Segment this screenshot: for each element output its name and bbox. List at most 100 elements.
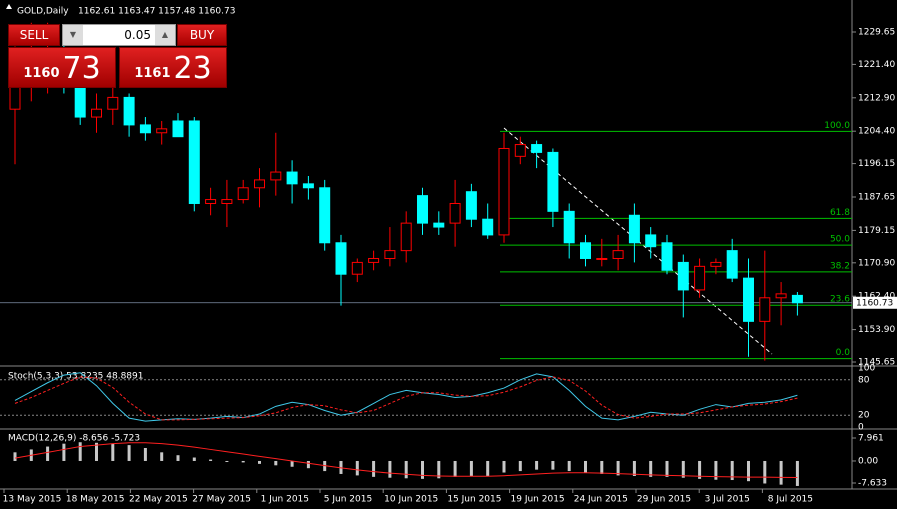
macd-bar	[127, 445, 131, 461]
lot-up[interactable]: ▲	[155, 25, 175, 45]
fibo-label: 61.8	[830, 208, 850, 218]
candle-body	[710, 261, 722, 267]
macd-bar	[274, 460, 278, 466]
x-tick-label: 29 Jun 2015	[637, 495, 691, 505]
macd-bar	[779, 460, 783, 485]
y-tick-label: 1153.90	[858, 325, 895, 335]
macd-bar	[535, 460, 539, 470]
macd-title: MACD(12,26,9) -8.656 -5.723	[8, 434, 140, 444]
macd-bar	[698, 460, 702, 479]
macd-bar	[486, 460, 490, 476]
macd-tick-label: 7.961	[858, 434, 884, 444]
macd-bar	[160, 452, 164, 461]
macd-bar	[616, 460, 620, 476]
x-tick-label: 27 May 2015	[192, 495, 251, 505]
macd-bar	[502, 460, 506, 473]
sell-button[interactable]: SELL	[8, 24, 60, 46]
macd-bar	[192, 457, 196, 461]
macd-bar	[714, 460, 718, 480]
macd-bar	[584, 460, 587, 473]
macd-bar	[355, 460, 359, 476]
buy-button[interactable]: BUY	[177, 24, 227, 46]
macd-tick-label: -7.633	[858, 479, 887, 489]
candle-body	[612, 250, 624, 259]
candle-body	[531, 144, 543, 153]
macd-tick-label: 0.00	[858, 456, 878, 466]
macd-bar	[225, 460, 229, 462]
macd-bar	[469, 460, 473, 476]
stoch-tick-label: 80	[858, 375, 870, 385]
ask-pips: 23	[173, 51, 212, 86]
macd-bar	[78, 442, 82, 461]
candle-body	[335, 242, 347, 275]
candle-body	[237, 187, 249, 201]
bid-pips: 73	[62, 51, 101, 86]
candle-body	[645, 234, 657, 248]
candle-body	[172, 120, 184, 138]
y-tick-label: 1187.65	[858, 193, 895, 203]
macd-bar	[795, 460, 799, 486]
candle-body	[107, 96, 119, 110]
stoch-title: Stoch(5,3,3) 53.8235 48.8891	[8, 372, 143, 382]
candle-body	[514, 144, 526, 157]
candle-body	[156, 128, 168, 134]
candle-body	[254, 179, 265, 189]
candle-body	[596, 257, 608, 260]
fibo-label: 38.2	[830, 261, 850, 271]
macd-bar	[388, 460, 392, 478]
candle-body	[91, 108, 102, 118]
candle-body	[726, 250, 738, 279]
candle-body	[139, 124, 151, 134]
macd-bar	[518, 460, 522, 472]
collapse-icon	[6, 4, 12, 9]
candle-body	[465, 191, 477, 220]
x-tick-label: 3 Jul 2015	[705, 495, 750, 505]
macd-bar	[437, 460, 441, 479]
y-tick-label: 1229.65	[858, 27, 895, 37]
candle-body	[580, 242, 591, 259]
macd-bar	[209, 459, 213, 461]
candle-body	[661, 242, 673, 271]
lot-field[interactable]: ▼ 0.05 ▲	[62, 24, 176, 46]
ask-price[interactable]: 1161 23	[119, 47, 227, 88]
stoch-signal-line	[14, 376, 798, 421]
lot-value: 0.05	[124, 28, 151, 42]
macd-bar	[290, 460, 294, 467]
macd-bar	[649, 460, 653, 477]
candle-body	[368, 257, 380, 263]
last-price-box	[853, 296, 897, 309]
x-tick-label: 15 Jun 2015	[447, 495, 501, 505]
macd-bar	[143, 447, 147, 461]
candle-body	[563, 210, 575, 244]
stoch-tick-label: 20	[858, 411, 870, 421]
candle-body	[123, 96, 135, 126]
y-tick-label: 1162.40	[858, 292, 895, 302]
y-tick-label: 1196.15	[858, 159, 895, 169]
candle-body	[384, 250, 396, 259]
x-tick-label: 24 Jun 2015	[574, 495, 628, 505]
x-tick-label: 1 Jun 2015	[261, 495, 309, 505]
candle-body	[791, 294, 803, 304]
lot-down[interactable]: ▼	[63, 25, 83, 45]
candle-body	[270, 171, 282, 181]
fibo-label: 0.0	[836, 348, 851, 358]
x-tick-label: 10 Jun 2015	[384, 495, 438, 505]
macd-bar	[551, 460, 555, 470]
y-tick-label: 1204.40	[858, 127, 895, 137]
fibo-label: 100.0	[824, 121, 850, 131]
candle-body	[400, 222, 412, 252]
candle-body	[351, 261, 363, 275]
x-tick-label: 13 May 2015	[3, 495, 62, 505]
bid-price[interactable]: 1160 73	[8, 47, 116, 88]
candle-body	[433, 222, 445, 228]
last-price-label: 1160.73	[856, 298, 893, 308]
candle-body	[498, 147, 510, 236]
y-tick-label: 1170.90	[858, 258, 895, 268]
chart-ohlc: 1162.61 1163.47 1157.48 1160.73	[78, 7, 235, 17]
candle-body	[775, 293, 787, 299]
macd-bar	[176, 455, 180, 461]
bid-prefix: 1160	[23, 66, 60, 81]
macd-bar	[306, 460, 310, 469]
candle-body	[221, 199, 233, 204]
